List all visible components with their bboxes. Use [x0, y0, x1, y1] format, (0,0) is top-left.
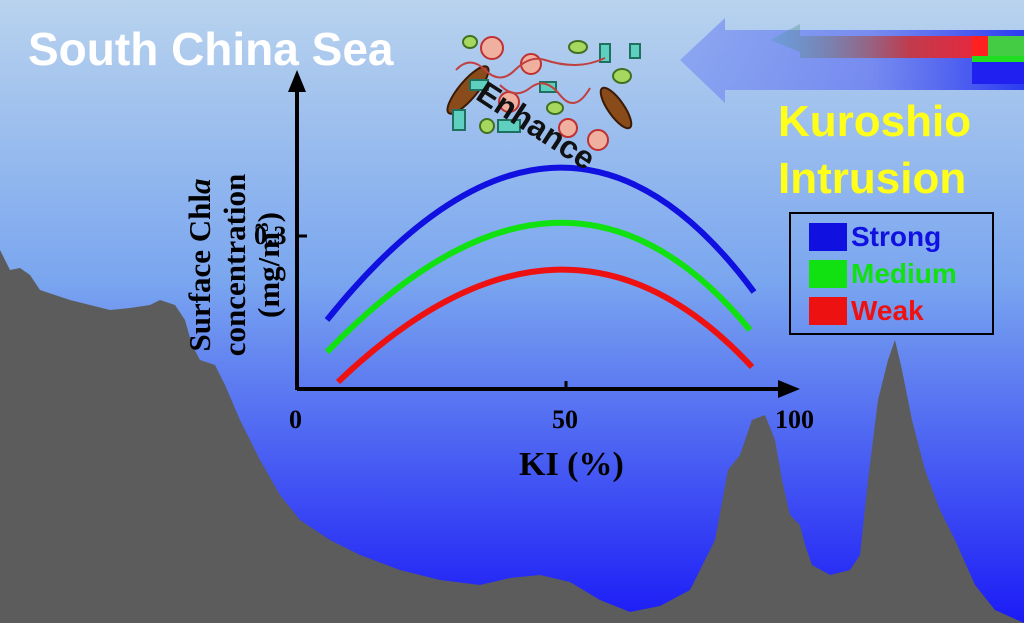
legend-label-weak: Weak	[851, 295, 924, 326]
seafloor-left	[0, 250, 1024, 623]
y-label-italic: a	[181, 178, 217, 194]
y-axis-arrowhead	[288, 70, 306, 92]
legend-label-strong: Strong	[851, 221, 942, 252]
kuroshio-line2: Intrusion	[778, 154, 967, 203]
legend-label-medium: Medium	[851, 258, 957, 289]
legend-item-weak: Weak	[809, 294, 924, 328]
title: South China Sea	[28, 23, 394, 75]
legend-item-strong: Strong	[809, 220, 941, 254]
x-tick-50: 50	[552, 405, 578, 434]
y-tick-0-3: 0.3	[254, 221, 287, 250]
legend-swatch-weak	[809, 297, 847, 325]
y-axis-label: Surface Chla concentration (mg/m3)	[181, 173, 287, 357]
x-tick-100: 100	[775, 405, 814, 434]
x-tick-0: 0	[289, 405, 302, 434]
y-label-line1: Surface Chl	[181, 193, 217, 352]
legend-item-medium: Medium	[809, 257, 957, 291]
x-axis-arrowhead	[778, 380, 800, 398]
plankton-cluster-icon	[446, 35, 641, 151]
legend: Strong Medium Weak	[789, 212, 994, 335]
legend-swatch-strong	[809, 223, 847, 251]
curve-medium	[324, 219, 753, 355]
legend-swatch-medium	[809, 260, 847, 288]
y-label-line2: concentration	[216, 173, 252, 357]
curve-weak	[335, 266, 755, 385]
curve-strong	[324, 164, 757, 322]
kuroshio-line1: Kuroshio	[778, 97, 972, 146]
x-axis-label: KI (%)	[519, 446, 624, 483]
kuroshio-arrow-icon	[680, 18, 1024, 103]
